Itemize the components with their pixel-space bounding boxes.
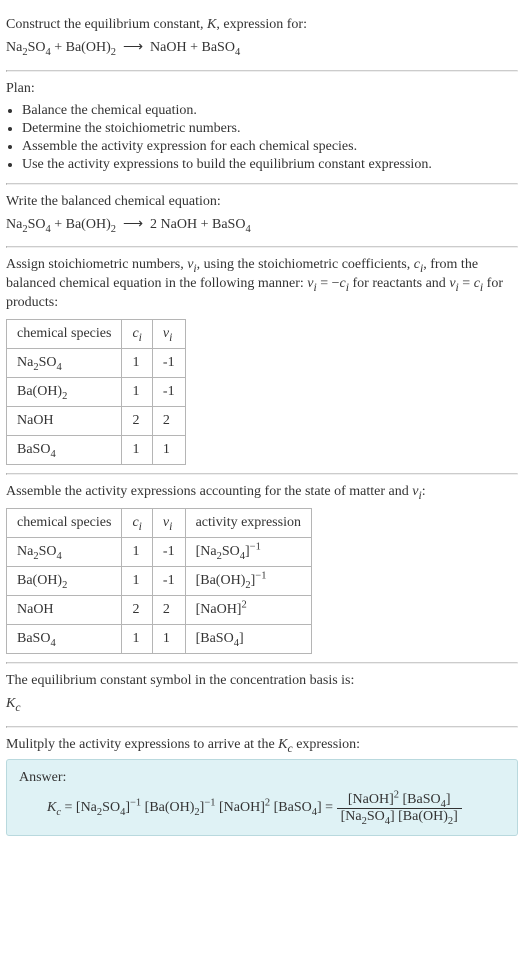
prompt-line: Construct the equilibrium constant, K, e… bbox=[6, 16, 518, 35]
plan-item: Balance the chemical equation. bbox=[22, 103, 518, 119]
balanced-equation: Na2SO4 + Ba(OH)2 ⟶ 2 NaOH + BaSO4 bbox=[6, 216, 518, 235]
plan-title: Plan: bbox=[6, 80, 518, 99]
plan-item: Assemble the activity expression for eac… bbox=[22, 139, 518, 155]
cell-activity: [Na2SO4]−1 bbox=[185, 538, 311, 567]
cell-ci: 2 bbox=[122, 596, 152, 625]
answer-box: Answer: Kc = [Na2SO4]−1 [Ba(OH)2]−1 [NaO… bbox=[6, 759, 518, 836]
cell-nui: -1 bbox=[152, 538, 185, 567]
cell-ci: 1 bbox=[122, 625, 152, 654]
cell-nui: 1 bbox=[152, 625, 185, 654]
balanced-section: Write the balanced chemical equation: Na… bbox=[6, 185, 518, 247]
assign-intro: Assign stoichiometric numbers, νi, using… bbox=[6, 256, 518, 313]
answer-fraction: [NaOH]2 [BaSO4] [Na2SO4] [Ba(OH)2] bbox=[337, 792, 462, 825]
table-row: NaOH 2 2 bbox=[7, 407, 186, 436]
multiply-line: Mulitply the activity expressions to arr… bbox=[6, 736, 518, 755]
table-header-row: chemical species ci νi bbox=[7, 320, 186, 349]
cell-nui: 1 bbox=[152, 436, 185, 465]
col-species: chemical species bbox=[7, 509, 122, 538]
cell-species: Na2SO4 bbox=[7, 349, 122, 378]
table-header-row: chemical species ci νi activity expressi… bbox=[7, 509, 312, 538]
stoich-table: chemical species ci νi Na2SO4 1 -1 Ba(OH… bbox=[6, 319, 186, 465]
table-row: Na2SO4 1 -1 [Na2SO4]−1 bbox=[7, 538, 312, 567]
answer-equation: Kc = [Na2SO4]−1 [Ba(OH)2]−1 [NaOH]2 [BaS… bbox=[19, 792, 505, 825]
table-row: Ba(OH)2 1 -1 bbox=[7, 378, 186, 407]
col-species: chemical species bbox=[7, 320, 122, 349]
cell-nui: -1 bbox=[152, 567, 185, 596]
cell-ci: 1 bbox=[122, 538, 152, 567]
plan-item: Determine the stoichiometric numbers. bbox=[22, 121, 518, 137]
cell-species: NaOH bbox=[7, 407, 122, 436]
cell-species: NaOH bbox=[7, 596, 122, 625]
table-row: Ba(OH)2 1 -1 [Ba(OH)2]−1 bbox=[7, 567, 312, 596]
col-nui: νi bbox=[152, 509, 185, 538]
assign-section: Assign stoichiometric numbers, νi, using… bbox=[6, 248, 518, 473]
cell-nui: 2 bbox=[152, 407, 185, 436]
cell-species: Ba(OH)2 bbox=[7, 378, 122, 407]
plan-item: Use the activity expressions to build th… bbox=[22, 157, 518, 173]
cell-activity: [Ba(OH)2]−1 bbox=[185, 567, 311, 596]
cell-species: Ba(OH)2 bbox=[7, 567, 122, 596]
multiply-section: Mulitply the activity expressions to arr… bbox=[6, 728, 518, 844]
balanced-title: Write the balanced chemical equation: bbox=[6, 193, 518, 212]
col-ci: ci bbox=[122, 320, 152, 349]
activity-section: Assemble the activity expressions accoun… bbox=[6, 475, 518, 662]
kc-symbol-line: The equilibrium constant symbol in the c… bbox=[6, 672, 518, 691]
kc-symbol-section: The equilibrium constant symbol in the c… bbox=[6, 664, 518, 726]
answer-label: Answer: bbox=[19, 770, 505, 786]
page: Construct the equilibrium constant, K, e… bbox=[0, 0, 524, 852]
cell-species: BaSO4 bbox=[7, 436, 122, 465]
col-nui: νi bbox=[152, 320, 185, 349]
col-ci: ci bbox=[122, 509, 152, 538]
unbalanced-equation: Na2SO4 + Ba(OH)2 ⟶ NaOH + BaSO4 bbox=[6, 39, 518, 58]
cell-ci: 1 bbox=[122, 378, 152, 407]
table-row: BaSO4 1 1 [BaSO4] bbox=[7, 625, 312, 654]
plan-list: Balance the chemical equation. Determine… bbox=[6, 103, 518, 173]
table-row: Na2SO4 1 -1 bbox=[7, 349, 186, 378]
cell-activity: [BaSO4] bbox=[185, 625, 311, 654]
kc-symbol: Kc bbox=[6, 695, 518, 714]
cell-nui: 2 bbox=[152, 596, 185, 625]
cell-activity: [NaOH]2 bbox=[185, 596, 311, 625]
table-row: NaOH 2 2 [NaOH]2 bbox=[7, 596, 312, 625]
activity-intro: Assemble the activity expressions accoun… bbox=[6, 483, 518, 502]
prompt-section: Construct the equilibrium constant, K, e… bbox=[6, 8, 518, 70]
cell-ci: 1 bbox=[122, 436, 152, 465]
activity-table: chemical species ci νi activity expressi… bbox=[6, 508, 312, 654]
cell-nui: -1 bbox=[152, 378, 185, 407]
cell-species: BaSO4 bbox=[7, 625, 122, 654]
cell-ci: 1 bbox=[122, 567, 152, 596]
answer-frac-numerator: [NaOH]2 [BaSO4] bbox=[337, 792, 462, 809]
plan-section: Plan: Balance the chemical equation. Det… bbox=[6, 72, 518, 183]
table-row: BaSO4 1 1 bbox=[7, 436, 186, 465]
cell-species: Na2SO4 bbox=[7, 538, 122, 567]
cell-ci: 2 bbox=[122, 407, 152, 436]
cell-nui: -1 bbox=[152, 349, 185, 378]
col-activity: activity expression bbox=[185, 509, 311, 538]
answer-frac-denominator: [Na2SO4] [Ba(OH)2] bbox=[337, 809, 462, 825]
answer-lhs: Kc = [Na2SO4]−1 [Ba(OH)2]−1 [NaOH]2 [BaS… bbox=[47, 800, 333, 815]
cell-ci: 1 bbox=[122, 349, 152, 378]
